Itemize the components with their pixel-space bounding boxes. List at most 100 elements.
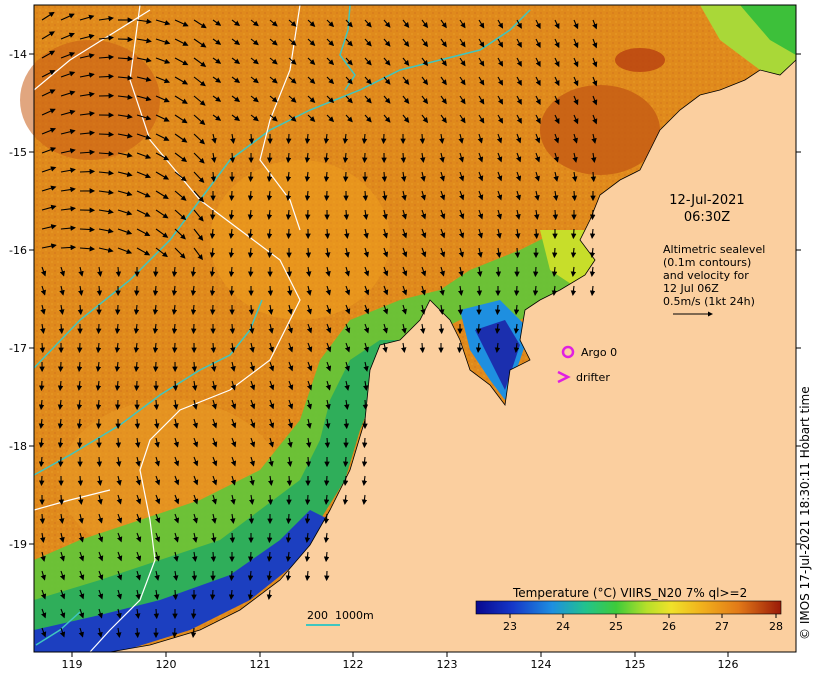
velocity-arrow [247,589,254,600]
velocity-arrow [323,551,330,563]
velocity-arrow [155,247,168,258]
velocity-arrow [554,57,560,68]
velocity-arrow [211,494,217,505]
velocity-arrow [573,19,579,30]
velocity-arrow [459,76,466,86]
velocity-arrow [326,323,332,334]
velocity-arrow [98,170,114,176]
velocity-arrow [570,228,577,240]
altimetry-line: and velocity for [663,269,749,282]
velocity-arrow [210,342,217,354]
velocity-arrow [305,456,312,468]
velocity-arrow [571,190,578,202]
velocity-arrow [383,95,391,104]
velocity-arrow [268,456,274,467]
velocity-arrow [77,304,84,316]
velocity-arrow [171,285,178,296]
velocity-arrow [38,475,45,487]
velocity-arrow [344,285,351,296]
velocity-arrow [266,152,273,164]
velocity-arrow [77,475,84,487]
velocity-arrow [306,418,312,429]
velocity-arrow [210,171,217,183]
velocity-arrow [135,551,142,562]
velocity-arrow [304,551,311,562]
velocity-arrow [421,38,429,48]
lon-tick-label: 125 [625,658,646,671]
velocity-arrow [136,57,152,63]
velocity-arrow [133,285,140,297]
velocity-arrow [496,228,502,239]
velocity-arrow [324,437,331,449]
velocity-arrow [76,437,83,449]
velocity-arrow [212,456,218,467]
velocity-arrow [98,208,114,215]
velocity-arrow [193,228,204,241]
velocity-arrow [421,95,429,105]
velocity-arrow [552,190,559,201]
velocity-arrow [192,437,199,448]
velocity-arrow [250,19,259,27]
velocity-arrow [116,608,122,619]
velocity-arrow [326,19,335,28]
velocity-arrow [97,513,103,524]
velocity-arrow [306,304,312,315]
velocity-arrow [76,361,83,373]
velocity-arrow [114,304,121,316]
velocity-arrow [231,38,241,46]
velocity-arrow [513,342,520,353]
velocity-arrow [155,513,161,524]
velocity-arrow [554,76,560,87]
velocity-arrow [116,475,122,486]
velocity-arrow [191,380,198,391]
velocity-arrow [190,627,197,638]
velocity-arrow [553,171,559,182]
velocity-arrow [306,380,313,391]
velocity-arrow [211,418,218,429]
velocity-arrow [79,168,96,175]
velocity-arrow [58,323,65,335]
velocity-arrow [153,589,160,600]
velocity-arrow [79,130,95,136]
velocity-arrow [135,589,141,600]
velocity-arrow [98,150,115,157]
velocity-arrow [193,19,207,29]
velocity-arrow [154,570,160,581]
altimetry-line: (0.1m contours) [663,256,752,269]
velocity-arrow [57,437,64,449]
velocity-arrow [247,171,254,183]
velocity-arrow [285,209,292,221]
velocity-arrow [589,266,596,277]
velocity-arrow [285,532,292,543]
velocity-arrow [382,304,389,315]
velocity-arrow [136,152,152,159]
velocity-arrow [590,171,597,183]
velocity-arrow [438,323,445,335]
velocity-arrow [287,342,294,353]
velocity-arrow [478,38,485,48]
velocity-arrow [135,456,141,467]
velocity-arrow [41,608,47,619]
velocity-arrow [114,323,121,335]
velocity-arrow [268,342,274,353]
velocity-arrow [570,285,577,296]
velocity-arrow [154,456,160,467]
velocity-arrow [535,76,541,86]
velocity-arrow [117,113,133,120]
velocity-arrow [304,152,311,163]
lon-tick-label: 120 [156,658,177,671]
velocity-arrow [171,266,178,278]
velocity-arrow [382,209,388,220]
velocity-arrow [304,570,311,582]
velocity-arrow [172,399,179,410]
velocity-arrow [249,380,256,391]
velocity-arrow [362,209,369,220]
velocity-arrow [210,361,217,372]
velocity-arrow [364,95,372,104]
velocity-arrow [592,95,598,106]
velocity-arrow [285,133,292,145]
velocity-arrow [326,342,332,353]
velocity-arrow [155,494,161,505]
lon-tick-label: 126 [718,658,739,671]
velocity-arrow [383,19,391,28]
